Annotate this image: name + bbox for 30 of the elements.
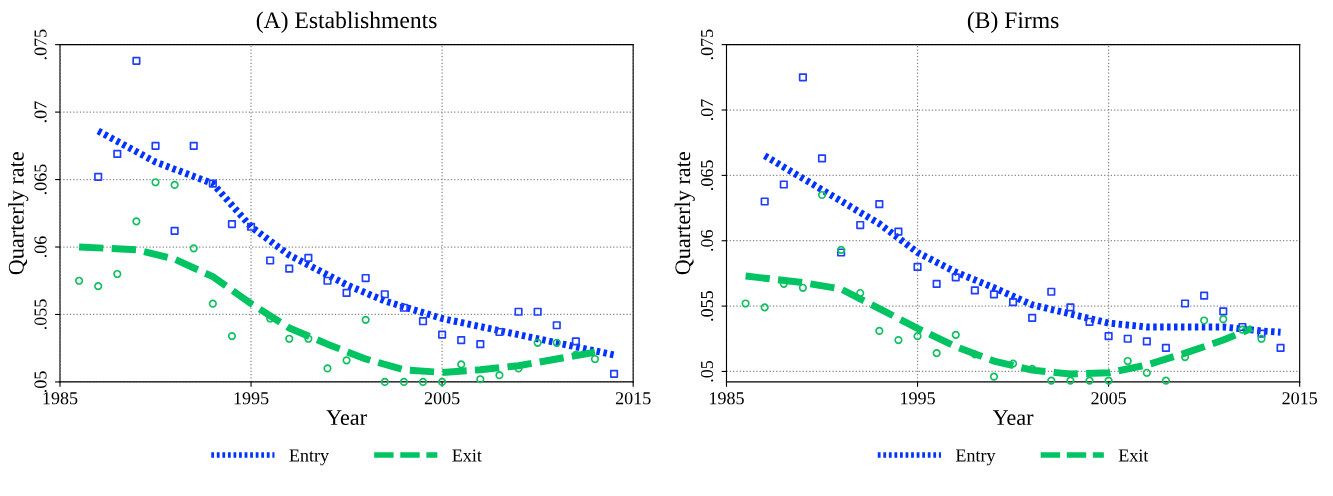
y-tick-label: .07	[700, 99, 714, 121]
x-axis-title: Year	[992, 410, 1034, 426]
y-tick-label: .065	[700, 160, 714, 190]
x-tick-label: 1995	[901, 392, 935, 405]
x-tick-label: 1985	[43, 392, 78, 405]
y-axis-title: Quarterly rate	[674, 152, 695, 275]
chart-title: (B) Firms	[967, 11, 1059, 33]
y-tick-label: .06	[34, 236, 47, 258]
x-tick-label: 1995	[234, 392, 269, 405]
x-axis-title: Year	[326, 410, 367, 426]
x-tick-label: 2015	[615, 392, 651, 405]
y-tick-label: .06	[700, 229, 714, 251]
y-tick-label: .055	[34, 299, 47, 330]
chart-title: (A) Establishments	[256, 11, 437, 33]
y-axis-title: Quarterly rate	[8, 152, 29, 275]
y-tick-label: .05	[34, 371, 47, 393]
y-tick-label: .075	[34, 29, 47, 60]
x-tick-label: 2015	[1282, 392, 1318, 405]
x-tick-label: 2005	[1091, 392, 1126, 405]
y-tick-label: .05	[700, 360, 714, 382]
x-tick-label: 1985	[710, 392, 744, 405]
legend-label: Exit	[452, 449, 482, 462]
y-tick-label: .055	[700, 291, 714, 321]
legend-label: Entry	[289, 449, 329, 466]
y-tick-label: .065	[34, 164, 47, 195]
y-tick-label: .07	[34, 101, 47, 123]
legend-label: Entry	[955, 449, 996, 466]
x-tick-label: 2005	[424, 392, 460, 405]
legend-label: Exit	[1118, 449, 1149, 462]
y-tick-label: .075	[700, 29, 714, 60]
